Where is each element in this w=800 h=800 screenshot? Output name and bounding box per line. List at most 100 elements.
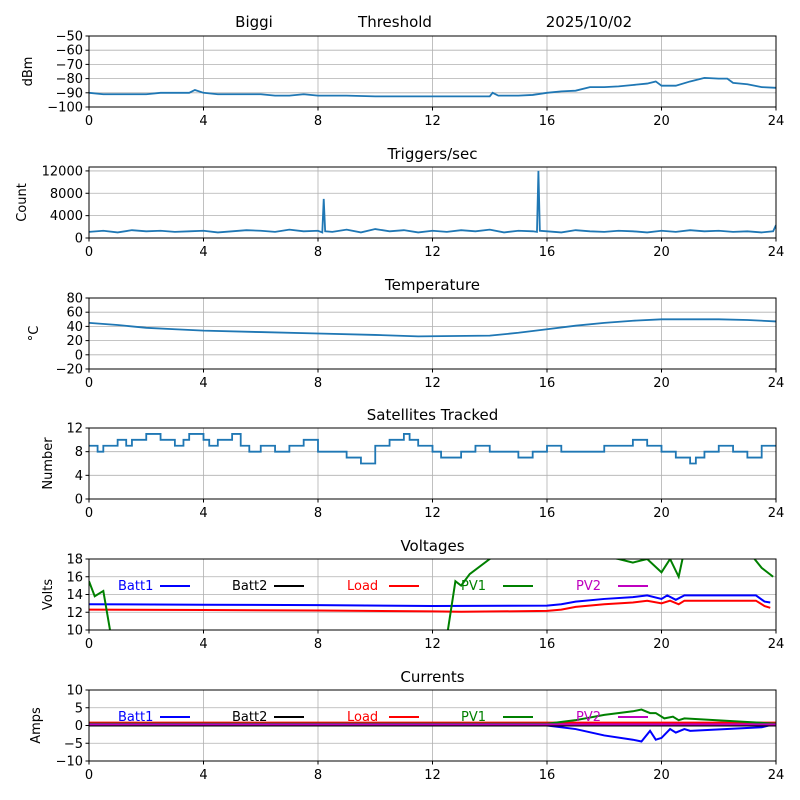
y-tick-label: −80 bbox=[56, 72, 83, 87]
y-tick-label: 5 bbox=[75, 701, 83, 716]
legend-label-batt1: Batt1 bbox=[118, 579, 153, 594]
y-axis-label: Count bbox=[15, 183, 30, 222]
x-tick-label: 4 bbox=[199, 768, 207, 783]
series-line-batt1 bbox=[89, 722, 776, 743]
y-tick-label: 0 bbox=[75, 719, 83, 734]
series-line-pv1 bbox=[89, 708, 776, 725]
y-tick-label: 20 bbox=[66, 334, 83, 349]
x-tick-label: 0 bbox=[85, 114, 93, 129]
y-tick-label: 12 bbox=[66, 606, 83, 621]
legend-label-pv2: PV2 bbox=[576, 579, 601, 594]
series-line-batt1 bbox=[89, 594, 771, 608]
x-tick-label: 4 bbox=[199, 245, 207, 260]
x-tick-label: 8 bbox=[314, 245, 322, 260]
y-tick-label: 0 bbox=[75, 348, 83, 363]
x-tick-label: 16 bbox=[539, 114, 556, 129]
subplot-2: 0 4 8 12 16 20 24 0 4000 8000 12000 Triggers/sec Cou… bbox=[15, 145, 784, 260]
subplot-title: Temperature bbox=[384, 276, 480, 294]
x-tick-label: 0 bbox=[85, 376, 93, 391]
x-tick-label: 24 bbox=[768, 376, 785, 391]
subplot-1: 0 4 8 12 16 20 24 −50−60−70−80−90−100 Biggi Thres… bbox=[21, 13, 784, 129]
y-tick-label: 12 bbox=[66, 422, 83, 437]
legend-label-batt2: Batt2 bbox=[232, 710, 267, 725]
series-line-pv1 bbox=[89, 559, 774, 630]
x-tick-label: 16 bbox=[539, 506, 556, 521]
y-axis-label: °C bbox=[27, 326, 42, 342]
x-tick-label: 4 bbox=[199, 114, 207, 129]
x-tick-label: 4 bbox=[199, 506, 207, 521]
series-line bbox=[89, 76, 776, 98]
y-tick-label: −100 bbox=[47, 101, 83, 116]
axes-frame bbox=[88, 689, 777, 762]
y-tick-label: 10 bbox=[66, 624, 83, 639]
y-tick-label: 0 bbox=[75, 232, 83, 247]
x-tick-label: 24 bbox=[768, 506, 785, 521]
subplot-title: Satellites Tracked bbox=[367, 406, 498, 424]
x-tick-label: 20 bbox=[653, 637, 670, 652]
x-tick-label: 24 bbox=[768, 245, 785, 260]
axes-frame bbox=[88, 297, 777, 370]
legend-label-batt2: Batt2 bbox=[232, 579, 267, 594]
y-tick-label: 16 bbox=[66, 570, 83, 585]
x-tick-label: 8 bbox=[314, 376, 322, 391]
y-tick-label: 40 bbox=[66, 320, 83, 335]
y-tick-label: −60 bbox=[56, 44, 83, 59]
y-tick-label: 8000 bbox=[50, 187, 83, 202]
series-line bbox=[89, 318, 776, 338]
axes-frame bbox=[88, 35, 777, 108]
x-tick-label: 16 bbox=[539, 637, 556, 652]
y-tick-label: 14 bbox=[66, 588, 83, 603]
y-tick-label: 60 bbox=[66, 306, 83, 321]
legend-label-pv2: PV2 bbox=[576, 710, 601, 725]
x-tick-label: 8 bbox=[314, 506, 322, 521]
x-tick-label: 12 bbox=[424, 114, 441, 129]
x-tick-label: 0 bbox=[85, 768, 93, 783]
y-tick-label: −10 bbox=[56, 755, 83, 770]
legend-label-load: Load bbox=[347, 579, 378, 594]
subplot-title: Triggers/sec bbox=[387, 145, 478, 163]
x-tick-label: 20 bbox=[653, 506, 670, 521]
legend-label-batt1: Batt1 bbox=[118, 710, 153, 725]
legend-label-pv1: PV1 bbox=[461, 710, 486, 725]
axes-frame bbox=[88, 427, 777, 500]
axes-frame bbox=[88, 166, 777, 239]
axes-frame bbox=[88, 558, 777, 631]
series-line bbox=[89, 170, 776, 234]
x-tick-label: 4 bbox=[199, 637, 207, 652]
x-tick-label: 24 bbox=[768, 637, 785, 652]
y-tick-label: −90 bbox=[56, 86, 83, 101]
x-tick-label: 16 bbox=[539, 245, 556, 260]
subplot-5: 0 4 8 12 16 20 24 10 12 14 16 18 Voltages Volts Batt1 B… bbox=[41, 537, 785, 652]
header-text: Threshold bbox=[357, 13, 432, 31]
subplot-4: 0 4 8 12 16 20 24 0 4 8 12 Satellites Tracked Number bbox=[41, 406, 784, 521]
y-tick-label: 8 bbox=[75, 445, 83, 460]
y-tick-label: 0 bbox=[75, 493, 83, 508]
x-tick-label: 16 bbox=[539, 376, 556, 391]
x-tick-label: 12 bbox=[424, 506, 441, 521]
subplot-6: 0 4 8 12 16 20 24 −10 −5 0 5 10 Currents Amps Batt1 Bat… bbox=[29, 668, 784, 783]
y-tick-label: 4000 bbox=[50, 209, 83, 224]
legend-label-pv1: PV1 bbox=[461, 579, 486, 594]
y-tick-label: −70 bbox=[56, 58, 83, 73]
x-tick-label: 12 bbox=[424, 245, 441, 260]
y-tick-label: 10 bbox=[66, 684, 83, 699]
y-tick-label: 12000 bbox=[42, 164, 83, 179]
x-tick-label: 24 bbox=[768, 768, 785, 783]
x-tick-label: 20 bbox=[653, 114, 670, 129]
series-line-load bbox=[89, 599, 771, 613]
x-tick-label: 12 bbox=[424, 637, 441, 652]
x-tick-label: 12 bbox=[424, 768, 441, 783]
x-tick-label: 0 bbox=[85, 506, 93, 521]
legend-label-load: Load bbox=[347, 710, 378, 725]
x-tick-label: 20 bbox=[653, 768, 670, 783]
x-tick-label: 20 bbox=[653, 245, 670, 260]
subplot-title: Voltages bbox=[400, 537, 464, 555]
x-tick-label: 0 bbox=[85, 245, 93, 260]
y-axis-label: Number bbox=[41, 437, 56, 490]
header-text: 2025/10/02 bbox=[546, 13, 632, 31]
y-tick-label: 80 bbox=[66, 292, 83, 307]
y-axis-label: Amps bbox=[29, 707, 44, 744]
header-text: Biggi bbox=[235, 13, 273, 31]
